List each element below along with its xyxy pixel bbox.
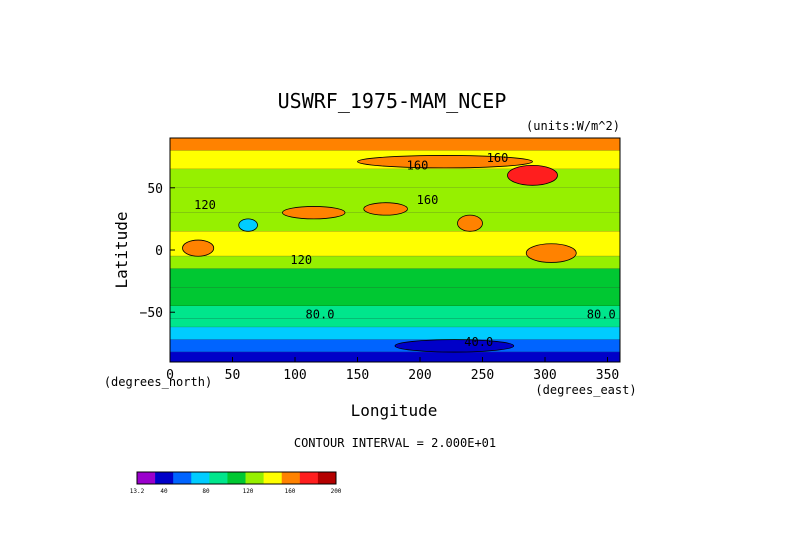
heatmap-feature — [238, 218, 258, 232]
colorbar-tick-label: 120 — [243, 488, 254, 495]
heatmap-feature — [525, 243, 577, 263]
x-axis-ticks: 0 50 100 150 200 250 300 350 — [166, 357, 619, 383]
contour-label: 40.0 — [464, 335, 493, 349]
heatmap-band — [170, 306, 620, 319]
contour-label: 160 — [417, 193, 439, 207]
colorbar-swatch — [281, 472, 301, 484]
heatmap-band — [170, 327, 620, 340]
colorbar-swatch — [299, 472, 319, 484]
heatmap-feature — [507, 164, 558, 186]
heatmap-band — [170, 268, 620, 288]
contour-label: 160 — [487, 151, 509, 165]
chart-title: USWRF_1975-MAM_NCEP — [278, 89, 507, 113]
heatmap-features — [182, 155, 577, 353]
y-tick-label: 0 — [155, 244, 163, 259]
colorbar-swatch — [137, 472, 156, 484]
heatmap-feature — [394, 339, 515, 353]
heatmap-feature — [363, 202, 408, 216]
colorbar-tick-label: 13.2 — [130, 488, 145, 495]
heatmap-feature — [457, 214, 483, 232]
x-tick-label: 150 — [346, 368, 369, 383]
colorbar-swatch — [155, 472, 174, 484]
x-tick-label: 250 — [471, 368, 494, 383]
x-units-note: (degrees_east) — [535, 383, 636, 397]
colorbar-swatch — [209, 472, 228, 484]
plot-area: 160 160 160 120 120 80.0 80.0 40.0 — [169, 137, 621, 363]
heatmap-feature — [282, 206, 346, 220]
units-label: (units:W/m^2) — [526, 119, 620, 133]
y-axis-ticks: 50 0 −50 — [140, 182, 175, 321]
contour-label: 160 — [407, 158, 429, 172]
colorbar-tick-label: 40 — [160, 488, 168, 495]
colorbar-tick-label: 160 — [285, 488, 296, 495]
colorbar-tick-label: 200 — [331, 488, 342, 495]
heatmap-band — [170, 352, 620, 362]
contour-label: 120 — [194, 198, 216, 212]
x-tick-label: 100 — [283, 368, 306, 383]
y-units-note: (degrees_north) — [104, 375, 212, 389]
contour-labels: 160 160 160 120 120 80.0 80.0 40.0 — [194, 151, 616, 349]
x-axis-label: Longitude — [351, 401, 438, 420]
colorbar-swatch — [227, 472, 246, 484]
colorbar-swatch — [245, 472, 264, 484]
heatmap-band — [170, 287, 620, 306]
x-tick-label: 300 — [533, 368, 556, 383]
colorbar-tick-label: 80 — [202, 488, 210, 495]
colorbar — [136, 471, 337, 485]
x-tick-label: 200 — [408, 368, 431, 383]
colorbar-ticks: 13.2 40 80 120 160 200 — [130, 488, 342, 495]
contour-label: 80.0 — [306, 308, 335, 322]
heatmap-feature — [182, 239, 215, 257]
colorbar-swatch — [191, 472, 210, 484]
y-tick-label: 50 — [147, 182, 163, 197]
heatmap-band — [170, 212, 620, 232]
colorbar-frame — [136, 471, 337, 485]
heatmap-feature — [357, 155, 533, 169]
colorbar-swatch — [317, 472, 337, 484]
colorbar-swatch — [263, 472, 283, 484]
heatmap-band — [170, 138, 620, 151]
colorbar-swatch — [173, 472, 192, 484]
x-tick-label: 350 — [596, 368, 619, 383]
y-tick-label: −50 — [140, 306, 163, 321]
contour-label: 80.0 — [587, 308, 616, 322]
x-tick-label: 50 — [225, 368, 241, 383]
y-axis-label: Latitude — [112, 211, 131, 288]
x-tick-label: 0 — [166, 368, 174, 383]
contour-label: 120 — [290, 253, 312, 267]
heatmap-band — [170, 256, 620, 269]
heatmap-band — [170, 318, 620, 328]
contour-interval: CONTOUR INTERVAL = 2.000E+01 — [294, 436, 496, 450]
